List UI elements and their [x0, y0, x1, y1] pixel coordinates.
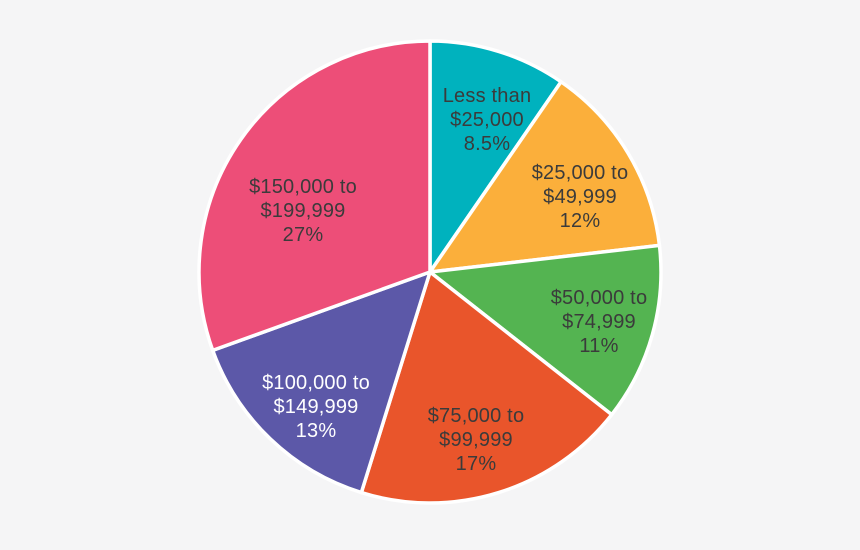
pie-slice-label-3: $50,000 to $74,999 11% — [551, 287, 648, 357]
pie-slice-label-4: $75,000 to $99,999 17% — [428, 405, 525, 475]
pie-slice-3 — [428, 243, 663, 417]
pie-slice-5 — [210, 270, 432, 495]
pie-slice-label-2: $25,000 to $49,999 12% — [532, 162, 629, 232]
pie-slice-label-5: $100,000 to $149,999 13% — [262, 372, 370, 442]
pie-slice-4 — [359, 270, 614, 505]
pie-slice-1 — [428, 39, 563, 274]
pie-slice-label-6: $150,000 to $199,999 27% — [249, 176, 357, 246]
pie-slice-label-1: Less than $25,000 8.5% — [443, 85, 532, 155]
pie-slice-2 — [428, 80, 662, 274]
pie-slice-6 — [197, 39, 432, 353]
